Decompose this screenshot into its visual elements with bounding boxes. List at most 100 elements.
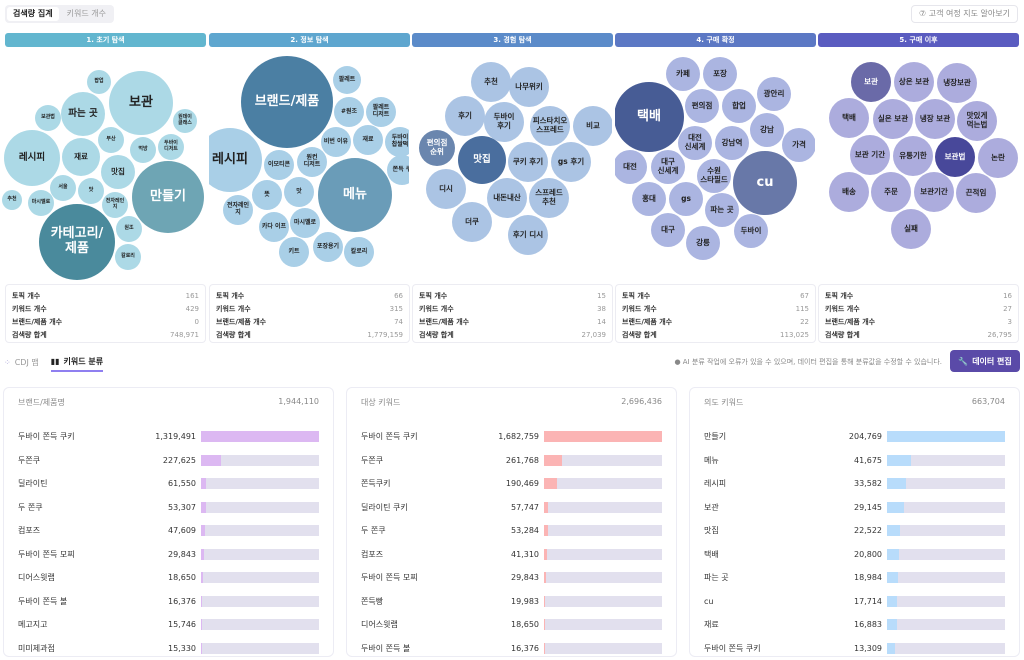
topic-bubble[interactable]: 디시 [426, 169, 466, 209]
topic-bubble[interactable]: 비번 이유 [321, 127, 351, 157]
topic-bubble[interactable]: 파는 곳 [61, 92, 105, 136]
topic-bubble[interactable]: 보관 [109, 71, 173, 135]
topic-bubble[interactable]: 카테고리/ 제품 [39, 204, 115, 280]
topic-bubble[interactable]: 레시피 [209, 128, 262, 192]
topic-bubble[interactable]: 합업 [722, 89, 756, 123]
topic-bubble[interactable]: 전자레인 지 [223, 195, 253, 225]
topic-bubble[interactable]: 실패 [891, 209, 931, 249]
topic-bubble[interactable]: 브랜드/제품 [241, 56, 333, 148]
topic-bubble[interactable]: 부산 [98, 127, 124, 153]
edit-data-button[interactable]: 🔧데이터 편집 [950, 350, 1020, 372]
topic-bubble[interactable]: 맛집 [458, 136, 506, 184]
topic-bubble[interactable]: 주문 [871, 172, 911, 212]
topic-bubble[interactable]: 쫀득 쿠 [387, 155, 409, 185]
toggle-search-volume[interactable]: 검색량 집계 [7, 7, 59, 21]
topic-bubble[interactable]: gs [669, 182, 703, 216]
topic-bubble[interactable]: 두바이 디저트 [158, 134, 184, 160]
topic-bubble[interactable]: 서울 [50, 175, 76, 201]
topic-bubble[interactable]: 카다 이프 [259, 212, 289, 242]
topic-bubble[interactable]: 강남역 [715, 126, 749, 160]
topic-bubble[interactable]: 냉장보관 [937, 63, 977, 103]
topic-bubble[interactable]: 대전 신세계 [678, 126, 712, 160]
topic-bubble[interactable]: 강릉 [686, 226, 720, 260]
topic-bubble[interactable]: 상온 보관 [894, 62, 934, 102]
tab-cdj-map[interactable]: ⁘CDJ 맵 [4, 352, 39, 372]
topic-bubble[interactable]: 칼로리 [115, 244, 141, 270]
topic-bubble[interactable]: 뜻 [252, 180, 282, 210]
topic-bubble[interactable]: 보관기간 [914, 172, 954, 212]
topic-bubble[interactable]: 만들기 [132, 161, 204, 233]
topic-bubble[interactable]: 마시멜로 [290, 208, 320, 238]
topic-bubble[interactable]: 가격 [782, 128, 815, 162]
topic-bubble[interactable]: 홍대 [632, 182, 666, 216]
topic-bubble[interactable]: 유통기한 [893, 136, 933, 176]
topic-bubble[interactable]: 두바이 찹쌀떡 [385, 127, 409, 157]
topic-bubble[interactable]: 보관 기간 [850, 135, 890, 175]
topic-bubble[interactable]: 실온 보관 [873, 99, 913, 139]
topic-bubble[interactable]: 팔레트 디저트 [366, 97, 396, 127]
topic-bubble[interactable]: 재료 [62, 138, 100, 176]
topic-bubble[interactable]: 나무위키 [509, 67, 549, 107]
topic-bubble[interactable]: 추천 [2, 190, 22, 210]
topic-bubble[interactable]: 키트 [279, 237, 309, 267]
topic-bubble[interactable]: 카페 [666, 57, 700, 91]
topic-bubble[interactable]: 후기 디시 [508, 215, 548, 255]
topic-bubble[interactable]: 광안리 [757, 77, 791, 111]
topic-bubble[interactable]: 원데이 클래스 [173, 109, 197, 133]
topic-bubble[interactable]: 강남 [750, 113, 784, 147]
topic-bubble[interactable]: 비교 [573, 106, 612, 146]
topic-bubble[interactable]: 포장 [703, 57, 737, 91]
topic-bubble[interactable]: 대구 신세계 [651, 150, 685, 184]
topic-bubble[interactable]: 쿠키 후기 [508, 142, 548, 182]
topic-bubble[interactable]: 보관 [851, 62, 891, 102]
topic-bubble[interactable]: cu [733, 151, 797, 215]
topic-bubble[interactable]: 전자레인 지 [102, 192, 128, 218]
topic-bubble[interactable]: 팝업 [87, 70, 111, 94]
topic-bubble[interactable]: 더쿠 [452, 202, 492, 242]
topic-bubble[interactable]: 택배 [829, 98, 869, 138]
topic-bubble[interactable]: 파는 곳 [705, 193, 739, 227]
toggle-keyword-count[interactable]: 키워드 개수 [61, 7, 112, 21]
topic-bubble[interactable]: 두바이 [734, 214, 768, 248]
topic-bubble[interactable]: 수원 스타필드 [697, 159, 731, 193]
topic-bubble[interactable]: 맛집 [101, 155, 135, 189]
topic-bubble[interactable]: 후기 [445, 96, 485, 136]
topic-bubble[interactable]: 보관법 [935, 137, 975, 177]
topic-bubble[interactable]: 편의점 순위 [419, 130, 455, 166]
tab-keyword-classification[interactable]: ▮▮키워드 분류 [51, 352, 103, 372]
topic-bubble[interactable]: 배송 [829, 172, 869, 212]
topic-bubble[interactable]: 추천 [471, 62, 511, 102]
topic-bubble[interactable]: 메뉴 [318, 158, 392, 232]
topic-bubble[interactable]: 스프레드 추천 [529, 178, 569, 218]
topic-bubble[interactable]: 재료 [353, 125, 383, 155]
topic-bubble[interactable]: 보관법 [35, 105, 61, 131]
topic-bubble[interactable]: gs 후기 [551, 142, 591, 182]
topic-bubble[interactable]: 내돈내산 [487, 178, 527, 218]
topic-bubble[interactable]: 냉장 보관 [915, 99, 955, 139]
topic-bubble[interactable]: 대전 [615, 150, 647, 184]
